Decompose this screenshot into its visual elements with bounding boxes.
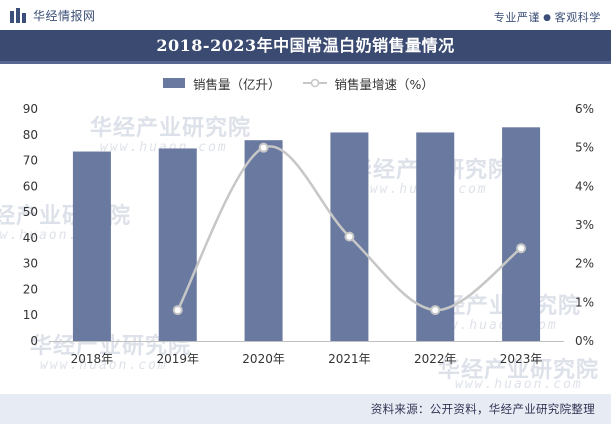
y-left-tick-label: 20 <box>23 282 38 296</box>
growth-point-2022年 <box>430 305 441 316</box>
slogan: 专业严谨 ● 客观科学 <box>494 9 601 25</box>
bar-series <box>72 127 541 342</box>
y-right-tick-label: 5% <box>575 141 594 155</box>
growth-point-2023年 <box>516 243 527 254</box>
y-right-tick-label: 1% <box>575 295 594 309</box>
growth-point-2021年 <box>344 231 355 242</box>
chart-title: 2018-2023年中国常温白奶销售量情况 <box>156 36 455 55</box>
legend: 销售量（亿升） 销售量增速（%） <box>163 73 434 93</box>
legend-item-line[interactable]: 销售量增速（%） <box>302 74 434 93</box>
y-left-tick-label: 50 <box>23 205 38 219</box>
watermark-url: www.huaon.com <box>40 358 168 373</box>
y-right-tick-label: 0% <box>575 334 594 348</box>
x-tick-label: 2019年 <box>156 352 199 366</box>
legend-bar-swatch <box>163 78 185 88</box>
y-right-tick-label: 3% <box>575 218 594 232</box>
y-left-tick-label: 70 <box>23 154 38 168</box>
x-tick-label: 2023年 <box>500 352 543 366</box>
right-axis: 0% 1% 2% 3% 4% 5% 6% <box>575 102 594 348</box>
chart-plot: 0 10 20 30 40 50 60 70 80 90 0% 1% 2% 3% 4% 5% 6% 2018年… <box>23 102 594 366</box>
slogan-left: 专业严谨 <box>493 11 541 24</box>
x-tick-label: 2021年 <box>328 352 371 366</box>
watermark-url: www.huaon.com <box>455 377 583 392</box>
y-left-tick-label: 30 <box>23 257 38 271</box>
x-tick-label: 2022年 <box>414 352 457 366</box>
x-tick-label: 2020年 <box>242 352 285 366</box>
brand-name: 华经情报网 <box>33 8 96 23</box>
y-left-tick-label: 10 <box>23 308 38 322</box>
title-band: 2018-2023年中国常温白奶销售量情况 <box>0 30 611 64</box>
slogan-right: 客观科学 <box>554 11 601 24</box>
slogan-dot-icon: ● <box>543 13 552 23</box>
bar-2023年 <box>502 127 541 342</box>
y-left-tick-label: 80 <box>23 128 38 142</box>
growth-point-2020年 <box>258 142 269 153</box>
source-bar: 资料来源：公开资料，华经产业研究院整理 <box>0 394 611 424</box>
legend-bar-label: 销售量（亿升） <box>193 76 281 92</box>
y-right-tick-label: 4% <box>575 179 594 193</box>
watermark-text: 华经产业研究院 <box>90 116 252 141</box>
y-left-tick-label: 40 <box>23 231 38 245</box>
bar-2018年 <box>72 151 111 341</box>
left-axis: 0 10 20 30 40 50 60 70 80 90 <box>23 102 38 348</box>
brand[interactable]: 华经情报网 <box>10 7 96 23</box>
x-tick-label: 2018年 <box>71 352 114 366</box>
y-left-tick-label: 90 <box>23 102 38 116</box>
legend-line-swatch <box>302 78 327 88</box>
x-axis: 2018年 2019年 2020年 2021年 2022年 2023年 <box>49 341 564 366</box>
y-right-tick-label: 6% <box>575 102 594 116</box>
bar-2020年 <box>244 140 283 341</box>
y-right-tick-label: 2% <box>575 257 594 271</box>
top-bar: 华经情报网 专业严谨 ● 客观科学 <box>0 0 611 30</box>
source-text: 资料来源：公开资料，华经产业研究院整理 <box>370 402 595 416</box>
growth-point-2019年 <box>172 305 183 316</box>
watermark-text: 华经产业研究院 <box>438 358 600 383</box>
brand-logo-icon <box>10 7 26 23</box>
y-left-tick-label: 0 <box>30 334 38 348</box>
growth-line <box>176 145 522 312</box>
legend-line-label: 销售量增速（%） <box>334 76 434 92</box>
y-left-tick-label: 60 <box>23 179 38 193</box>
growth-line-series <box>172 142 527 316</box>
legend-item-bar[interactable]: 销售量（亿升） <box>163 74 281 93</box>
